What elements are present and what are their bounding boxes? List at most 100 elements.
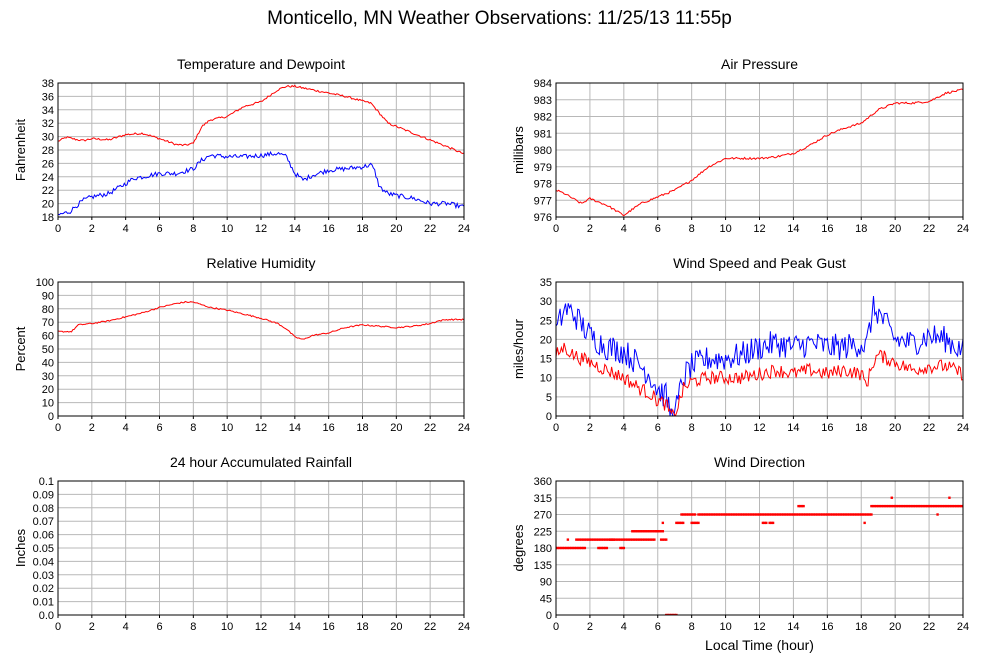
y-tick-label: 270 [534,510,552,522]
y-tick-label: 30 [42,371,54,383]
direction-point [932,504,936,508]
x-tick-label: 6 [655,422,661,434]
direction-point [788,513,792,516]
chart-title: Wind Speed and Peak Gust [673,255,846,271]
y-tick-label: 0 [546,610,552,622]
direction-point [768,521,771,525]
y-tick-label: 36 [42,91,54,103]
direction-point [938,504,941,508]
direction-point [766,513,770,516]
direction-point [771,521,775,525]
direction-point [603,538,607,541]
x-tick-label: 10 [221,422,233,434]
direction-point [588,538,592,541]
direction-point [576,546,580,550]
direction-point [858,513,861,516]
direction-point [603,546,607,550]
page-title: Monticello, MN Weather Observations: 11/… [267,8,732,29]
direction-point [649,530,653,533]
x-tick-label: 14 [787,621,799,633]
direction-point [570,546,573,550]
x-tick-label: 12 [255,621,267,633]
y-tick-label: 10 [540,373,552,385]
y-tick-label: 0 [48,411,54,423]
direction-point [573,546,576,550]
direction-point [832,513,836,516]
x-tick-label: 16 [323,223,335,235]
direction-point [861,513,865,516]
plot-frame [57,480,465,616]
direction-point [953,504,956,508]
y-tick-label: 24 [42,172,54,184]
y-tick-label: 982 [534,112,552,124]
direction-point [571,546,575,550]
direction-point [899,504,902,508]
direction-point [632,530,636,533]
y-tick-label: 90 [42,290,54,302]
y-tick-label: 977 [534,195,552,207]
x-tick-label: 22 [923,422,935,434]
direction-point [636,530,639,533]
x-tick-label: 2 [587,422,593,434]
direction-point [639,530,642,533]
y-tick-label: 0 [546,411,552,423]
y-tick-label: 135 [534,560,552,572]
y-tick-label: 978 [534,179,552,191]
direction-point [727,513,731,516]
y-tick-label: 976 [534,212,552,224]
direction-point [875,504,878,508]
x-tick-label: 24 [458,621,470,633]
y-tick-label: 35 [540,277,552,289]
direction-point [749,513,753,516]
direction-point [702,513,705,516]
y-tick-label: 40 [42,357,54,369]
direction-point [902,504,905,508]
direction-point [559,546,563,550]
y-axis-label: miles/hour [511,318,526,379]
direction-point [793,513,797,516]
y-tick-label: 34 [42,105,54,117]
direction-point [661,521,665,525]
x-tick-label: 24 [458,223,470,235]
direction-point [805,513,809,516]
y-tick-label: 45 [540,593,552,605]
chart-title: Relative Humidity [207,255,316,271]
x-tick-label: 16 [821,621,833,633]
series-line [58,300,464,340]
direction-point [575,546,578,550]
y-tick-label: 0.07 [33,516,54,528]
x-tick-label: 24 [957,223,969,235]
direction-point [634,530,637,533]
direction-point [759,513,763,516]
direction-point [955,504,958,508]
plot-area [556,88,963,217]
direction-point [943,504,946,508]
direction-point [829,513,832,516]
x-tick-label: 22 [923,621,935,633]
y-tick-label: 50 [42,344,54,356]
direction-point [714,513,717,516]
direction-point [598,538,602,541]
direction-point [948,496,951,499]
series-line [556,342,963,416]
direction-point [620,538,624,541]
x-tick-label: 20 [390,223,402,235]
x-tick-label: 16 [821,422,833,434]
direction-point [877,504,880,508]
direction-point [710,513,714,516]
direction-point [581,538,585,541]
direction-point [761,521,765,525]
x-tick-label: 18 [855,621,867,633]
direction-point [661,530,665,533]
direction-point [885,504,888,508]
direction-point [568,546,571,550]
direction-point [854,513,858,516]
direction-point [642,538,646,541]
direction-point [849,513,853,516]
x-tick-label: 18 [356,223,368,235]
plot-area [58,84,464,216]
y-axis-label: millibars [511,126,526,174]
y-tick-label: 10 [42,398,54,410]
direction-point [878,504,882,508]
direction-point [653,538,656,541]
